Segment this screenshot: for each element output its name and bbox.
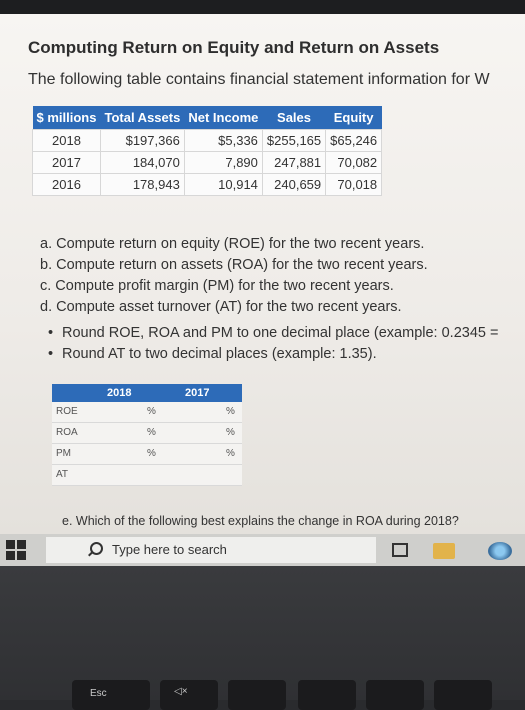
bullet-item: • Round AT to two decimal places (example…: [48, 346, 377, 362]
taskbar: Type here to search: [0, 534, 525, 566]
col-header-sales: Sales: [262, 106, 326, 130]
f1-key[interactable]: ◁×: [160, 680, 218, 710]
cell-year: 2016: [32, 173, 101, 196]
laptop-keyboard: Esc ◁×: [0, 566, 525, 710]
roe-2017-input[interactable]: %: [226, 406, 235, 417]
cell-net-income: 10,914: [183, 173, 263, 196]
app-icon[interactable]: [488, 542, 512, 560]
f4-key[interactable]: [366, 680, 424, 710]
taskbar-search-box[interactable]: Type here to search: [46, 537, 376, 563]
cell-net-income: 7,890: [183, 151, 263, 174]
answer-table-header: 2018 2017: [52, 384, 242, 402]
roe-2018-input[interactable]: %: [147, 406, 156, 417]
cell-total-assets: 178,943: [99, 173, 185, 196]
question-a: a. Compute return on equity (ROE) for th…: [40, 236, 425, 252]
question-c: c. Compute profit margin (PM) for the tw…: [40, 278, 394, 294]
page-title: Computing Return on Equity and Return on…: [28, 38, 440, 57]
question-b: b. Compute return on assets (ROA) for th…: [40, 257, 428, 273]
task-view-icon[interactable]: [392, 543, 408, 557]
col-header-total-assets: Total Assets: [100, 106, 185, 130]
rounding-instructions: • Round ROE, ROA and PM to one decimal pl…: [48, 323, 498, 365]
cell-sales: 240,659: [261, 173, 327, 196]
col-header-equity: Equity: [325, 106, 382, 130]
search-placeholder: Type here to search: [112, 542, 227, 557]
cell-equity: 70,018: [325, 173, 383, 196]
answer-table: 2018 2017 ROE % % ROA % % PM % % AT: [52, 384, 242, 486]
file-explorer-icon[interactable]: [433, 543, 455, 559]
cell-total-assets: $197,366: [99, 129, 185, 152]
bullet-item: • Round ROE, ROA and PM to one decimal pl…: [48, 325, 499, 341]
answer-row-roe: ROE % %: [52, 402, 242, 423]
pm-2017-input[interactable]: %: [226, 448, 235, 459]
esc-key[interactable]: Esc: [72, 680, 150, 710]
question-list: a. Compute return on equity (ROE) for th…: [40, 234, 428, 318]
intro-text: The following table contains financial s…: [28, 71, 490, 88]
answer-col-2018: 2018: [107, 387, 132, 399]
answer-row-pm: PM % %: [52, 444, 242, 465]
question-e: e. Which of the following best explains …: [62, 514, 459, 528]
cell-net-income: $5,336: [183, 129, 263, 152]
table-row: 2016 178,943 10,914 240,659 70,018: [32, 173, 383, 196]
roa-2017-input[interactable]: %: [226, 427, 235, 438]
search-icon: [90, 542, 103, 555]
financial-table-header: $ millions Total Assets Net Income Sales…: [32, 106, 382, 130]
f5-key[interactable]: [434, 680, 492, 710]
col-header-net-income: Net Income: [184, 106, 263, 130]
cell-total-assets: 184,070: [99, 151, 185, 174]
screen: Computing Return on Equity and Return on…: [0, 14, 525, 534]
cell-sales: $255,165: [261, 129, 327, 152]
roa-2018-input[interactable]: %: [147, 427, 156, 438]
answer-row-roa: ROA % %: [52, 423, 242, 444]
table-row: 2018 $197,366 $5,336 $255,165 $65,246: [32, 129, 383, 152]
f2-key[interactable]: [228, 680, 286, 710]
cell-sales: 247,881: [261, 151, 327, 174]
windows-start-icon[interactable]: [6, 540, 28, 562]
table-row: 2017 184,070 7,890 247,881 70,082: [32, 151, 383, 174]
cell-year: 2018: [32, 129, 101, 152]
col-header-millions: $ millions: [32, 106, 101, 130]
cell-equity: 70,082: [325, 151, 383, 174]
f3-key[interactable]: [298, 680, 356, 710]
answer-col-2017: 2017: [185, 387, 210, 399]
laptop-bezel: [0, 0, 525, 14]
question-d: d. Compute asset turnover (AT) for the t…: [40, 299, 402, 315]
cell-equity: $65,246: [325, 129, 383, 152]
cell-year: 2017: [32, 151, 101, 174]
answer-row-at: AT: [52, 465, 242, 486]
pm-2018-input[interactable]: %: [147, 448, 156, 459]
financial-table: $ millions Total Assets Net Income Sales…: [32, 106, 383, 196]
